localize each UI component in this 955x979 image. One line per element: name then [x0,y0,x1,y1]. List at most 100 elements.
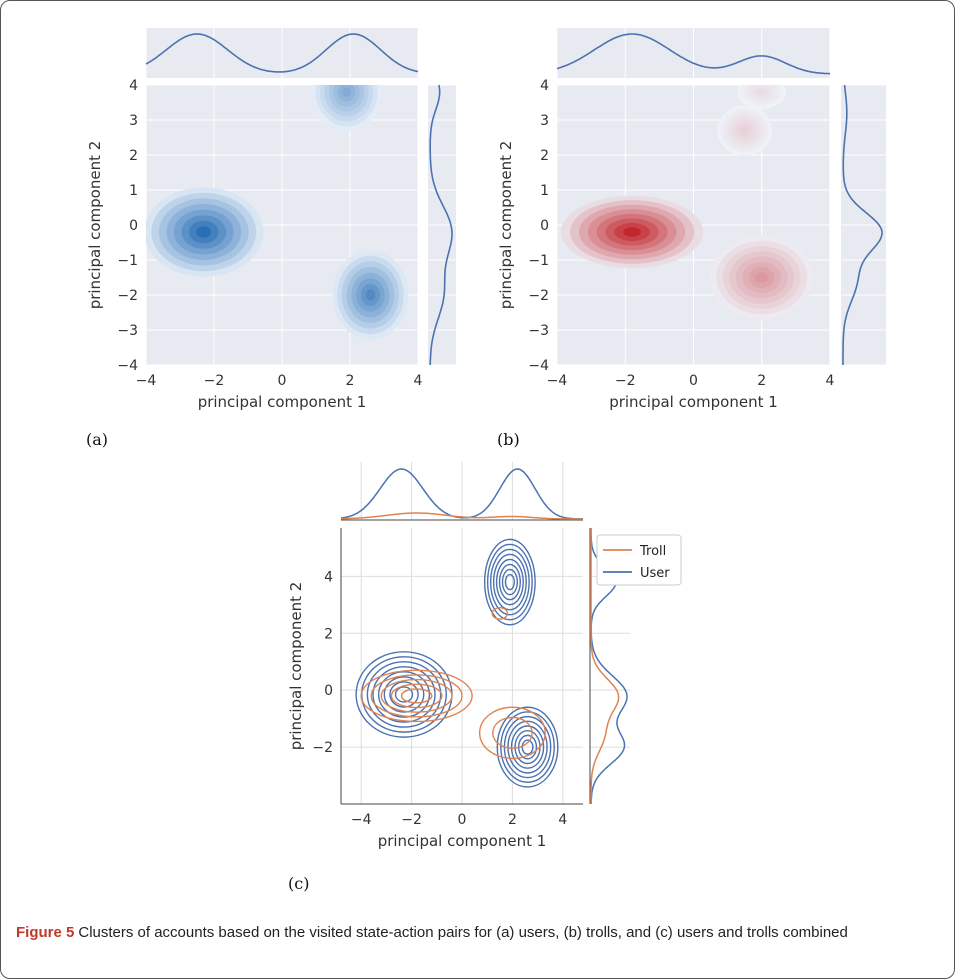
user-contour-0 [389,681,419,708]
y-tick-label: 0 [324,683,333,699]
troll-contour-2 [491,606,509,620]
x-tick-label: 0 [278,373,287,389]
user-contour-2 [489,548,530,616]
y-axis-label: principal component 2 [86,141,104,310]
x-tick-label: −2 [204,373,225,389]
troll-contour-1 [478,706,546,760]
troll-contour-1 [492,716,533,749]
y-tick-label: 0 [129,218,138,234]
y-tick-label: −3 [117,323,138,339]
density-level-1 [755,272,769,283]
legend-label-user: User [640,566,670,581]
user-contour-2 [501,568,519,596]
troll-contour-0 [390,683,443,709]
panel-2: −4 −2 0 2 4 −2 0 2 4 Troll User principal component… [287,462,682,893]
y-tick-label: 0 [540,218,549,234]
x-tick-label: 2 [508,812,517,828]
x-tick-label: 4 [826,373,835,389]
y-tick-label: −1 [117,253,138,269]
troll-marginal-x-curve [341,512,583,520]
x-tick-label: −4 [351,812,372,828]
marginal-x-curve [145,33,419,73]
marginal-y-curve [842,84,883,365]
y-tick-label: −3 [528,323,549,339]
density-level-1 [365,289,376,301]
panel-1: −4 −2 0 2 4 −4 −3 −2 −1 0 1 2 3 4 principal component … [497,28,886,449]
x-tick-label: 0 [458,812,467,828]
user-contour-2 [486,543,533,621]
user-contour-0 [377,671,431,718]
y-tick-label: 4 [540,78,549,94]
figure-caption-label: Figure 5 [16,924,75,941]
troll-contour-0 [370,674,463,718]
user-contour-2 [498,563,521,601]
panel-label: (b) [497,430,520,449]
x-axis-label: principal component 1 [609,393,778,411]
user-contour-1 [507,720,548,774]
legend: Troll User [596,534,682,586]
user-contour-2 [504,573,516,591]
density-level-3 [758,89,765,95]
y-tick-label: 4 [129,78,138,94]
figure-caption: Figure 5 Clusters of accounts based on th… [16,922,941,943]
y-tick-label: 1 [540,183,549,199]
y-tick-label: 2 [324,626,333,642]
x-tick-label: 2 [346,373,355,389]
y-tick-label: 2 [129,148,138,164]
panel-label: (a) [86,430,108,449]
user-contour-2 [492,553,527,611]
panel-label: (c) [288,874,309,893]
y-tick-label: −2 [312,740,333,756]
user-contour-0 [394,686,414,703]
panel-0: −4 −2 0 2 4 −4 −3 −2 −1 0 1 2 3 4 principal component … [86,28,456,449]
x-tick-label: −4 [547,373,568,389]
y-tick-label: 1 [129,183,138,199]
density-layer [146,85,409,340]
user-contour-2 [495,558,524,606]
density-layer [561,85,814,320]
y-tick-label: 3 [129,113,138,129]
y-tick-label: −4 [117,358,138,374]
x-tick-label: 4 [558,812,567,828]
user-contour-0 [372,666,436,723]
user-contour-1 [510,725,545,769]
density-level-0 [623,227,641,237]
troll-marginal-y-curve [590,528,620,804]
x-tick-label: 0 [689,373,698,389]
x-tick-label: −2 [401,812,422,828]
y-tick-label: −2 [528,288,549,304]
marginal-x-curve [556,33,831,75]
user-contour-1 [521,739,534,755]
x-tick-label: 4 [414,373,423,389]
density-layer [355,538,559,788]
y-tick-label: 3 [540,113,549,129]
y-tick-label: 4 [324,569,333,585]
user-contour-0 [366,661,442,728]
x-tick-label: −4 [136,373,157,389]
user-contour-1 [496,706,559,788]
x-tick-label: 2 [757,373,766,389]
troll-contour-0 [380,678,453,713]
marginal-y-curve [429,84,453,366]
density-level-2 [342,87,352,97]
x-tick-label: −2 [615,373,636,389]
figure-caption-text: Clusters of accounts based on the visite… [78,924,848,941]
user-marginal-x-curve [340,468,583,520]
density-level-0 [196,226,212,238]
user-contour-1 [500,711,555,783]
y-tick-label: −2 [117,288,138,304]
y-axis-label: principal component 2 [287,582,305,751]
y-tick-label: −1 [528,253,549,269]
y-tick-label: −4 [528,358,549,374]
y-axis-label: principal component 2 [497,141,515,310]
troll-contour-0 [400,688,433,704]
x-axis-label: principal component 1 [378,832,547,850]
x-axis-label: principal component 1 [198,393,367,411]
user-contour-0 [383,676,425,713]
density-level-2 [741,127,749,134]
user-contour-2 [483,538,536,626]
legend-label-troll: Troll [639,544,666,559]
y-tick-label: 2 [540,148,549,164]
troll-contour-0 [360,669,473,723]
